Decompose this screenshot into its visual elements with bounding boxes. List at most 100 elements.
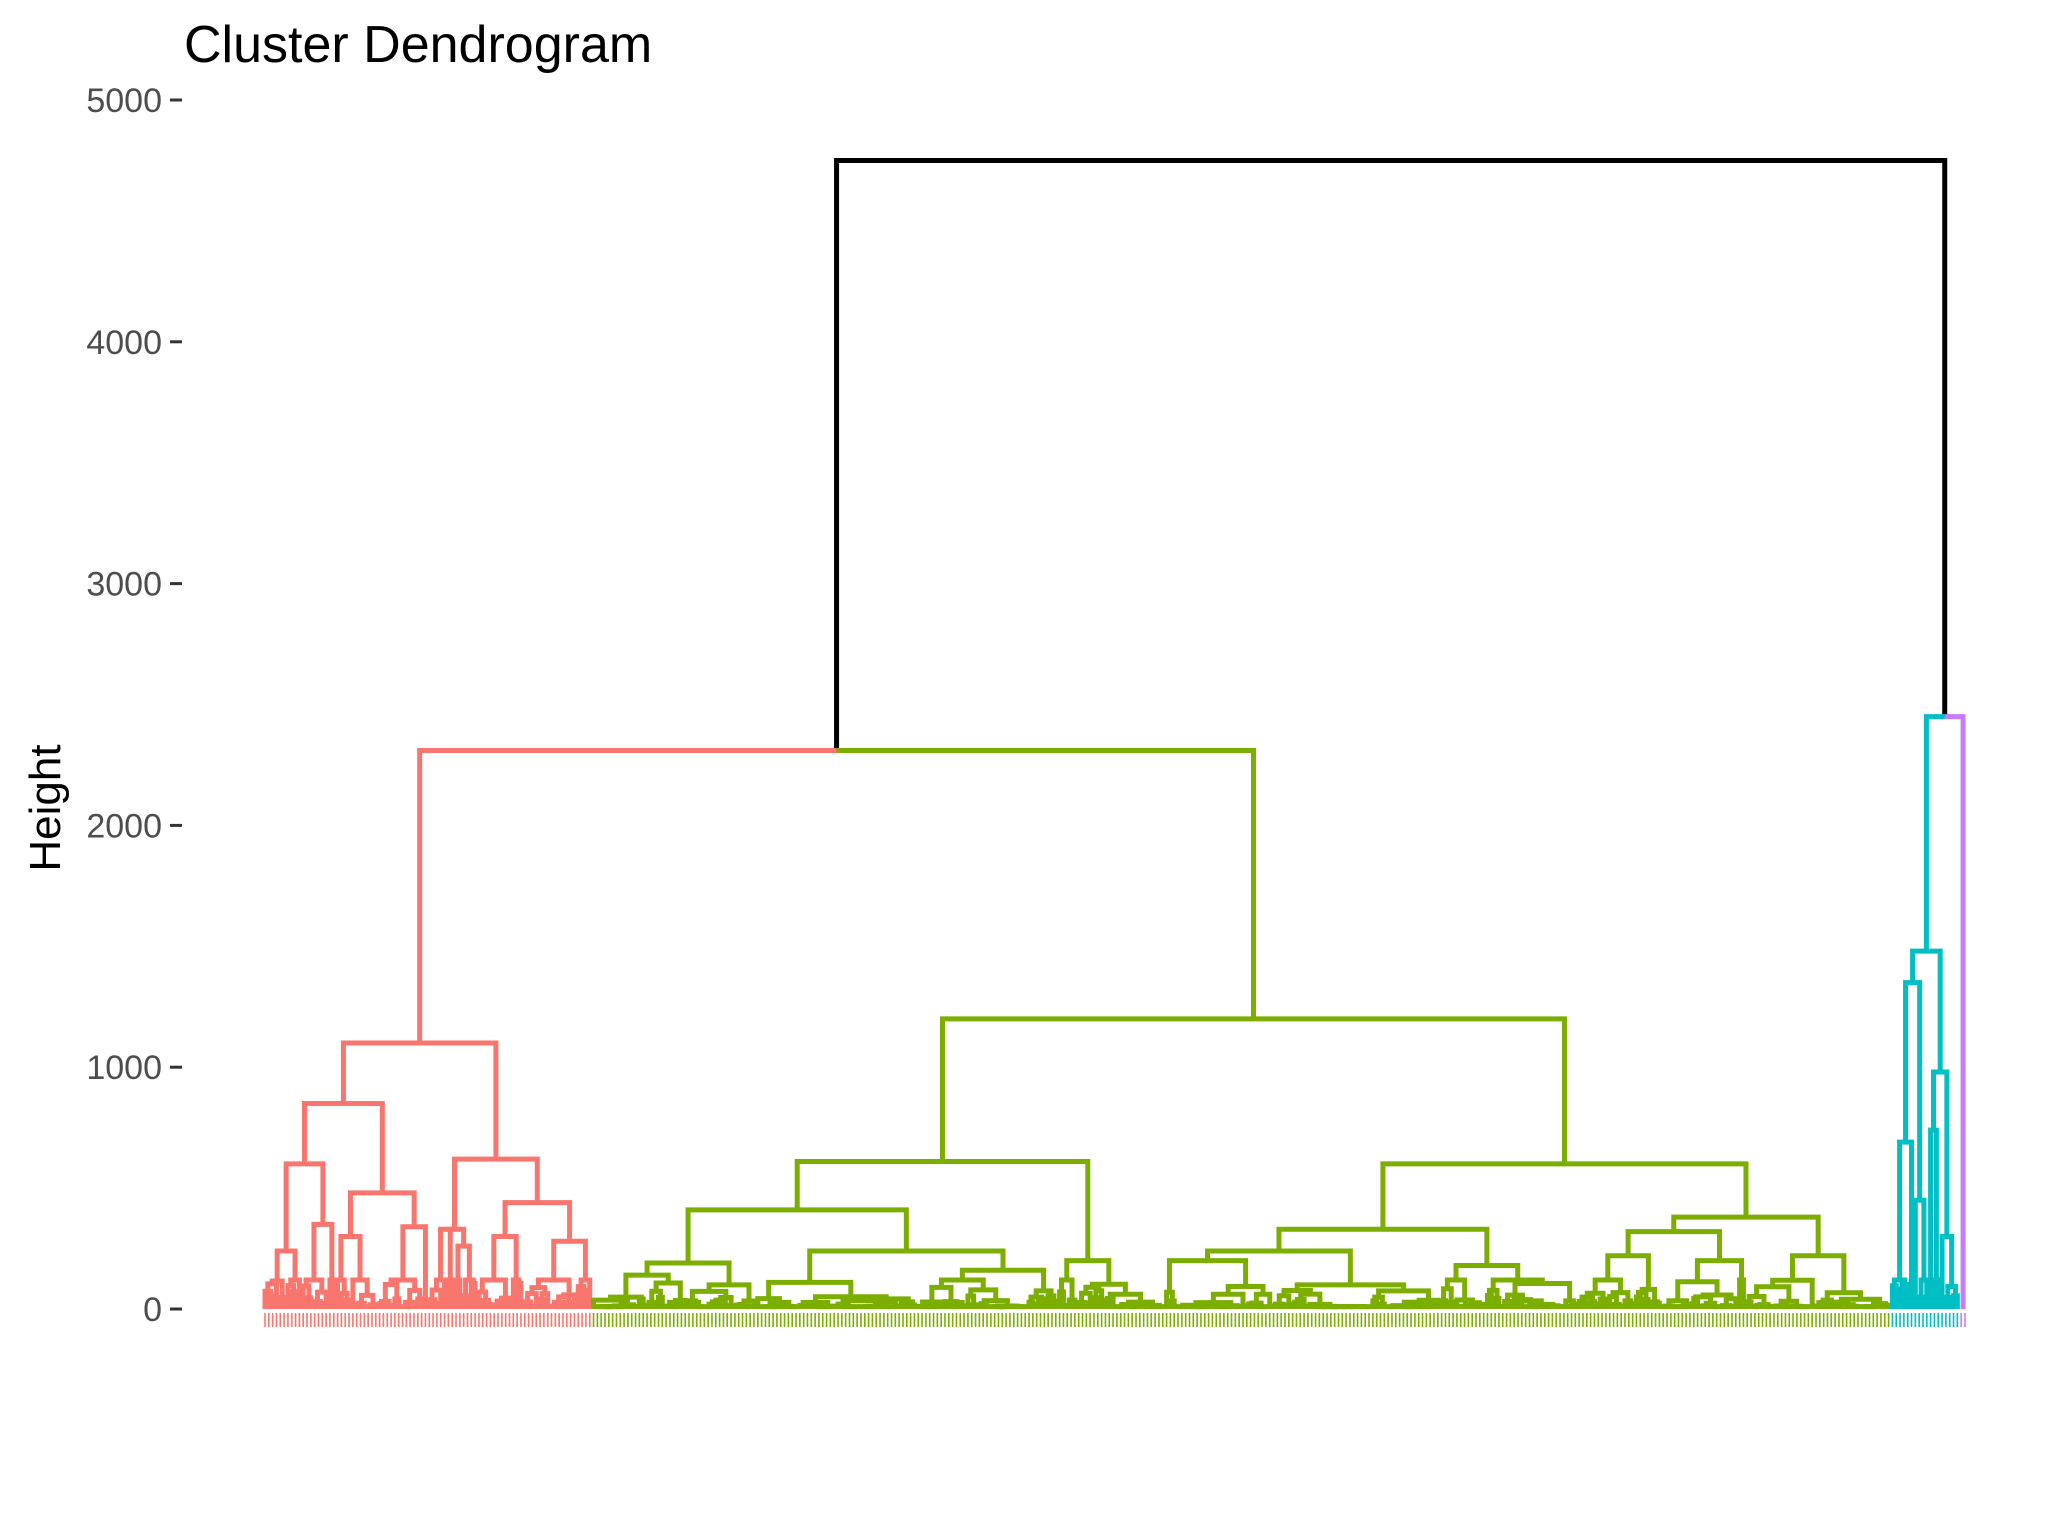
dendrogram-branch (1918, 1277, 1930, 1309)
dendrogram-branch (1928, 1127, 1939, 1309)
dendrogram-branch (283, 1161, 326, 1251)
dendrogram-branch (1091, 1295, 1101, 1309)
dendrogram-branch (1718, 1304, 1727, 1310)
dendrogram-branch (525, 1291, 539, 1309)
dendrogram-branch (938, 1277, 986, 1290)
dendrogram-branch (277, 1294, 287, 1309)
dendrogram-branch (551, 1238, 588, 1280)
dendrogram-branch (1561, 1304, 1571, 1310)
dendrogram-branch (649, 1288, 663, 1303)
dendrogram-branch (502, 1200, 573, 1242)
dendrogram-branch (1710, 1304, 1720, 1310)
dendrogram-branch (1802, 1304, 1811, 1310)
dendrogram-branch (885, 1304, 895, 1310)
dendrogram-branch (1102, 1297, 1112, 1309)
dendrogram-branch (484, 1301, 493, 1309)
dendrogram-branch (1931, 1277, 1941, 1309)
dendrogram-branch (1045, 1293, 1057, 1309)
dendrogram-branch (1515, 1301, 1525, 1309)
dendrogram-branch (1209, 1304, 1219, 1310)
dendrogram-branch (1588, 1298, 1597, 1309)
dendrogram-branch (1059, 1277, 1075, 1301)
dendrogram-branch (1580, 1300, 1590, 1309)
dendrogram-branch (1641, 1297, 1651, 1309)
dendrogram-branch (929, 1284, 954, 1302)
dendrogram-branch (1034, 1301, 1044, 1309)
dendrogram-branch (430, 1300, 440, 1309)
dendrogram-branch (302, 1100, 385, 1193)
dendrogram-branch (1400, 1304, 1410, 1310)
dendrogram-branch (959, 1267, 1047, 1291)
dendrogram-branches (262, 157, 1966, 1310)
dendrogram-branch (578, 1277, 593, 1309)
leaf-ticks (264, 1313, 1966, 1327)
dendrogram-branch (579, 1287, 589, 1309)
dendrogram-branch (1851, 1304, 1861, 1310)
dendrogram-branch (1754, 1284, 1792, 1302)
dendrogram-branch (636, 1296, 646, 1309)
dendrogram-branch (732, 1303, 742, 1309)
dendrogram-branch (340, 1040, 499, 1160)
dendrogram-branch (931, 1304, 940, 1310)
dendrogram-branch (1597, 1296, 1609, 1309)
dendrogram-branch (1036, 1296, 1047, 1309)
dendrogram-branch (896, 1303, 906, 1309)
dendrogram-branch (445, 1277, 455, 1309)
dendrogram-branch (1244, 1303, 1254, 1309)
dendrogram-branch (1653, 1300, 1662, 1309)
dendrogram-branch (653, 1280, 683, 1301)
dendrogram-branch (785, 1304, 795, 1310)
dendrogram-branch (304, 1295, 314, 1309)
dendrogram-branch (535, 1277, 572, 1295)
dendrogram-branch (1912, 1197, 1927, 1309)
dendrogram-branch (315, 1289, 329, 1309)
dendrogram-branch (743, 1304, 753, 1310)
dendrogram-branch (1018, 1304, 1028, 1310)
dendrogram-branch (358, 1292, 376, 1305)
dendrogram-branch (1441, 1286, 1454, 1303)
dendrogram-branch (1660, 1304, 1670, 1310)
dendrogram-branch (392, 1296, 402, 1309)
dendrogram-branch (1049, 1298, 1059, 1309)
dendrogram-branch (1878, 1304, 1888, 1310)
dendrogram-branch (858, 1304, 868, 1310)
dendrogram-branch (950, 1304, 959, 1310)
dendrogram-branch (495, 1303, 505, 1309)
dendrogram-branch (514, 1280, 524, 1309)
dendrogram-branch (1194, 1304, 1204, 1310)
root-branch (834, 157, 1948, 751)
dendrogram-branch (1592, 1277, 1623, 1294)
dendrogram-branch (940, 1016, 1567, 1164)
dendrogram-branch (1607, 1293, 1619, 1309)
dendrogram-branch (1691, 1295, 1701, 1309)
dendrogram-branch (1080, 1300, 1089, 1309)
dendrogram-branch (1210, 1291, 1246, 1309)
dendrogram-branch (1546, 1304, 1555, 1310)
dendrogram-branch (766, 1279, 854, 1299)
dendrogram-branch (759, 1304, 768, 1310)
y-tick-label: 3000 (86, 566, 162, 604)
dendrogram-branch (1114, 1304, 1124, 1310)
cluster-3-top-branch (1923, 714, 1945, 952)
dendrogram-branch (1737, 1277, 1746, 1309)
dendrogram-branch (1752, 1304, 1762, 1310)
dendrogram-branch (804, 1303, 814, 1309)
dendrogram-branch (655, 1294, 665, 1309)
dendrogram-branch (1328, 1304, 1338, 1310)
dendrogram-branch (433, 1277, 448, 1309)
dendrogram-branch (1453, 1262, 1521, 1280)
dendrogram-branch (1889, 1283, 1899, 1309)
cluster-2-top-branch (836, 747, 1256, 1019)
dendrogram-branch (1502, 1299, 1513, 1309)
dendrogram-branch (1271, 1303, 1280, 1309)
dendrogram-branch (1276, 1293, 1292, 1309)
dendrogram-branch (1671, 1214, 1821, 1256)
dendrogram-branch (812, 1304, 822, 1310)
dendrogram-branch (644, 1260, 732, 1285)
dendrogram-branch (335, 1277, 347, 1309)
dendrogram-branch (1723, 1296, 1739, 1309)
dendrogram-branch (1675, 1279, 1720, 1301)
dendrogram-branch (1064, 1258, 1112, 1285)
dendrogram-branch (1141, 1304, 1150, 1310)
dendrogram-branch (1305, 1303, 1315, 1309)
